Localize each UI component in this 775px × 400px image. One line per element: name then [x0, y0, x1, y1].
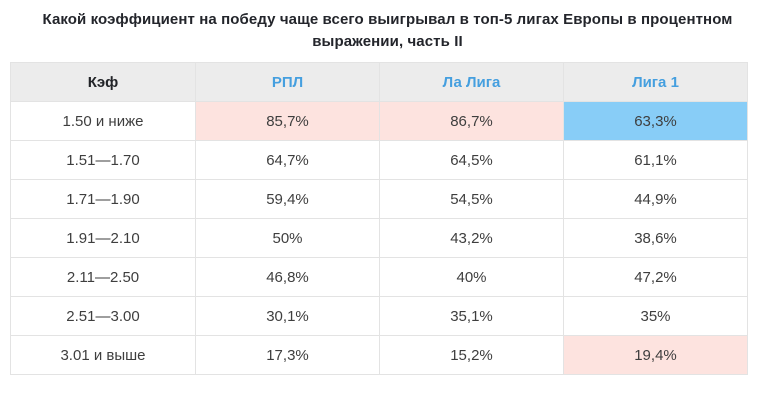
- percent-cell: 38,6%: [563, 218, 748, 258]
- table-row: 1.91—2.10 50% 43,2% 38,6%: [10, 218, 748, 258]
- table-row: 2.51—3.00 30,1% 35,1% 35%: [10, 296, 748, 336]
- percent-cell: 46,8%: [195, 257, 380, 297]
- column-header-ла-лига[interactable]: Ла Лига: [379, 62, 564, 102]
- percent-cell: 59,4%: [195, 179, 380, 219]
- coef-range-cell: 2.11—2.50: [10, 257, 196, 297]
- coef-range-cell: 1.71—1.90: [10, 179, 196, 219]
- percent-cell: 17,3%: [195, 335, 380, 375]
- coef-range-cell: 2.51—3.00: [10, 296, 196, 336]
- percent-cell: 44,9%: [563, 179, 748, 219]
- percent-cell: 54,5%: [379, 179, 564, 219]
- percent-cell: 64,7%: [195, 140, 380, 180]
- percent-cell: 35%: [563, 296, 748, 336]
- coef-range-cell: 1.51—1.70: [10, 140, 196, 180]
- column-header-кэф: Кэф: [10, 62, 196, 102]
- percent-cell: 64,5%: [379, 140, 564, 180]
- percent-cell: 86,7%: [379, 101, 564, 141]
- table-row: 3.01 и выше 17,3% 15,2% 19,4%: [10, 335, 748, 375]
- table-header-row: Кэф РПЛ Ла Лига Лига 1: [10, 62, 748, 102]
- percent-cell: 15,2%: [379, 335, 564, 375]
- percent-cell: 47,2%: [563, 257, 748, 297]
- column-header-рпл[interactable]: РПЛ: [195, 62, 380, 102]
- page-title: Какой коэффициент на победу чаще всего в…: [42, 11, 733, 50]
- coefficients-table: Кэф РПЛ Ла Лига Лига 1 1.50 и ниже 85,7% 86,7…: [10, 62, 748, 375]
- percent-cell: 43,2%: [379, 218, 564, 258]
- table-body: 1.50 и ниже 85,7% 86,7% 63,3% 1.51—1.70 64,7%…: [10, 101, 748, 375]
- coef-range-cell: 1.91—2.10: [10, 218, 196, 258]
- column-header-лига-1[interactable]: Лига 1: [563, 62, 748, 102]
- percent-cell: 35,1%: [379, 296, 564, 336]
- percent-cell: 63,3%: [563, 101, 748, 141]
- percent-cell: 30,1%: [195, 296, 380, 336]
- percent-cell: 19,4%: [563, 335, 748, 375]
- table-row: 1.50 и ниже 85,7% 86,7% 63,3%: [10, 101, 748, 141]
- percent-cell: 61,1%: [563, 140, 748, 180]
- coef-range-cell: 3.01 и выше: [10, 335, 196, 375]
- percent-cell: 50%: [195, 218, 380, 258]
- table-row: 1.71—1.90 59,4% 54,5% 44,9%: [10, 179, 748, 219]
- table-row: 2.11—2.50 46,8% 40% 47,2%: [10, 257, 748, 297]
- table-row: 1.51—1.70 64,7% 64,5% 61,1%: [10, 140, 748, 180]
- percent-cell: 85,7%: [195, 101, 380, 141]
- coef-range-cell: 1.50 и ниже: [10, 101, 196, 141]
- percent-cell: 40%: [379, 257, 564, 297]
